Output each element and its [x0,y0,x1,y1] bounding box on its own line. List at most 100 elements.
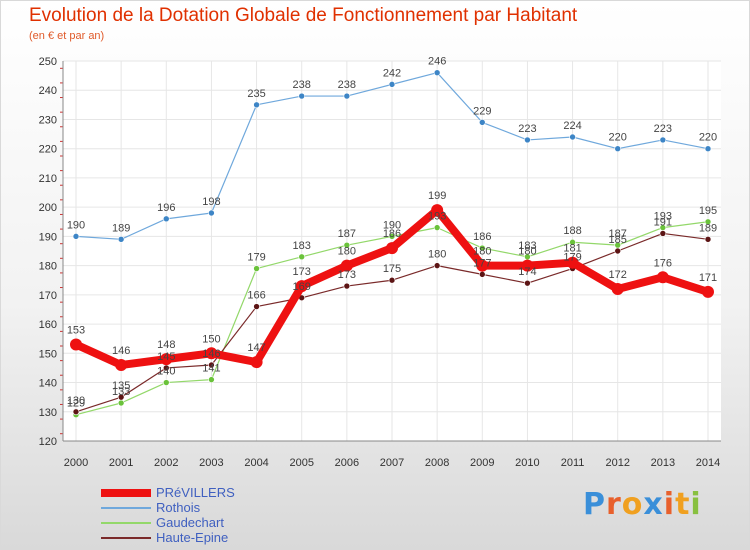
data-point-haute-epine [478,271,486,278]
data-point-gaudechart [478,244,486,252]
data-label-gaudechart: 188 [563,225,581,237]
x-tick-label: 2006 [335,457,359,469]
data-label-rothois: 196 [157,202,175,214]
y-tick-label: 120 [39,436,57,448]
data-label-haute-epine: 179 [563,252,581,264]
x-tick-label: 2013 [651,457,675,469]
data-label-haute-epine: 135 [112,380,130,392]
data-label-pr-villers: 199 [428,190,446,202]
data-point-pr-villers [386,242,398,255]
data-point-haute-epine [253,303,260,310]
data-label-haute-epine: 185 [609,234,627,246]
legend-swatch [101,537,151,539]
data-point-rothois [433,69,441,76]
data-label-haute-epine: 174 [518,266,536,278]
y-tick-label: 210 [39,173,57,185]
y-tick-label: 240 [39,85,57,97]
data-label-haute-epine: 177 [473,257,491,269]
data-label-pr-villers: 153 [67,325,85,337]
data-point-pr-villers [521,259,534,272]
line-chart: 120 130 140 150 160 170 180 190 200 210 220 230 240 2… [39,56,721,469]
data-point-haute-epine [388,276,396,284]
data-label-gaudechart: 129 [67,398,85,410]
data-label-rothois: 189 [112,222,130,234]
axes: 120 130 140 150 160 170 180 190 200 210 220 230 240 2… [39,56,721,469]
data-label-rothois: 246 [428,56,446,68]
data-label-pr-villers: 147 [247,342,265,354]
data-point-rothois [72,233,80,240]
data-point-haute-epine [433,262,441,269]
data-point-pr-villers [295,280,308,293]
data-label-pr-villers: 176 [654,257,672,269]
data-label-gaudechart: 195 [699,205,717,217]
data-label-rothois: 220 [609,132,627,144]
data-point-rothois [524,136,531,144]
data-point-rothois [208,209,215,217]
legend-label: Rothois [156,500,201,515]
data-label-haute-epine: 169 [293,281,311,293]
x-tick-label: 2001 [109,457,133,469]
data-point-rothois [117,236,125,243]
data-label-haute-epine: 146 [202,348,220,360]
logo-letter: o [621,487,644,522]
data-point-pr-villers [160,353,173,366]
data-point-pr-villers [656,271,669,284]
data-point-rothois [162,215,170,223]
data-label-haute-epine: 166 [247,290,265,302]
data-point-rothois [298,92,306,100]
data-label-pr-villers: 148 [157,339,175,351]
data-point-gaudechart [117,399,125,407]
data-label-rothois: 238 [338,79,356,91]
data-point-gaudechart [162,379,170,386]
data-label-rothois: 235 [247,88,265,100]
data-label-rothois: 198 [202,196,220,208]
x-tick-label: 2005 [289,457,313,469]
data-point-rothois [388,81,396,88]
data-point-rothois [253,101,260,109]
data-point-pr-villers [340,259,353,272]
y-tick-label: 150 [39,348,57,360]
data-label-gaudechart: 133 [112,386,130,398]
data-label-gaudechart: 187 [609,228,627,240]
logo-letter: P [583,487,606,522]
data-point-rothois [704,145,712,152]
data-point-haute-epine [614,247,622,255]
legend-swatch [101,522,151,524]
data-point-rothois [659,136,667,144]
data-label-pr-villers: 180 [473,246,491,258]
data-label-haute-epine: 145 [157,351,175,363]
data-point-gaudechart [704,218,712,226]
data-point-gaudechart [208,376,215,383]
y-tick-label: 170 [39,290,57,302]
data-label-pr-villers: 186 [383,228,401,240]
data-label-pr-villers: 180 [338,246,356,258]
data-label-gaudechart: 186 [473,231,491,243]
y-tick-label: 230 [39,114,57,126]
data-label-rothois: 223 [654,123,672,135]
legend-label: Gaudechart [156,515,224,530]
data-label-gaudechart: 183 [518,240,536,252]
data-label-pr-villers: 146 [112,345,130,357]
data-point-rothois [614,145,622,152]
data-point-gaudechart [253,265,260,272]
x-tick-label: 2003 [199,457,223,469]
data-label-gaudechart: 193 [654,211,672,223]
chart-subtitle: (en € et par an) [29,30,105,42]
x-tick-label: 2000 [64,457,88,469]
data-point-haute-epine [208,361,215,369]
data-point-pr-villers [566,256,579,269]
data-label-haute-epine: 191 [654,216,672,228]
logo-letter: x [643,487,664,522]
data-label-gaudechart: 141 [202,363,220,375]
data-point-pr-villers [476,259,489,272]
y-tick-label: 220 [39,144,57,156]
x-tick-label: 2008 [425,457,449,469]
data-point-haute-epine [72,408,80,416]
x-tick-label: 2011 [561,457,585,469]
legend-label: PRéVILLERS [156,485,235,500]
data-label-gaudechart: 193 [428,211,446,223]
logo-letter: i [663,487,676,522]
data-point-pr-villers [115,359,128,371]
data-label-rothois: 229 [473,105,491,117]
